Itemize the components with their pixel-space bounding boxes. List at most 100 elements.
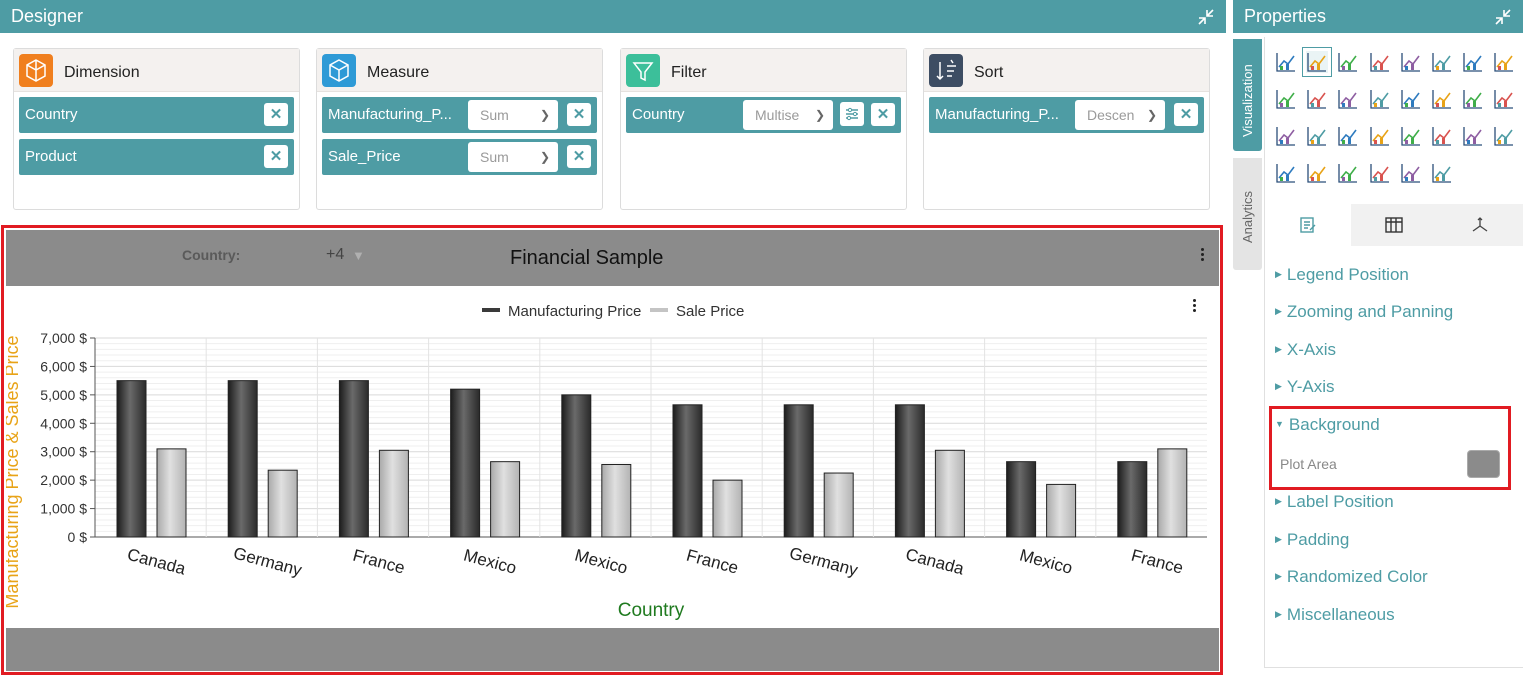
section-background[interactable]: ▼ Background [1275, 415, 1380, 435]
bar-chart: 0 $ 1,000 $ 2,000 $ 3,000 $ 4,000 $ 5,000 $ 6,… [6, 303, 1207, 621]
area-chart-icon[interactable] [1369, 51, 1391, 73]
bar-sale-price [490, 461, 521, 538]
field-label: Product [25, 148, 77, 165]
line-chart-icon[interactable] [1302, 47, 1333, 77]
settings-tab-icon[interactable] [1265, 204, 1351, 246]
filter-type-select[interactable]: Multise ❯ [743, 100, 833, 130]
section-y-axis[interactable]: ▶ Y-Axis [1275, 377, 1334, 397]
radar-chart-icon[interactable] [1369, 88, 1391, 110]
remove-field-button[interactable]: ✕ [567, 145, 591, 168]
dimension-cube-icon [19, 54, 53, 87]
remove-field-button[interactable]: ✕ [264, 103, 288, 126]
pivot-grid-icon[interactable] [1369, 125, 1391, 147]
gauge-icon[interactable] [1462, 88, 1484, 110]
section-label: Label Position [1286, 492, 1394, 511]
section-padding[interactable]: ▶ Padding [1275, 530, 1349, 550]
filter-settings-icon[interactable] [840, 102, 864, 126]
caret-right-icon: ▶ [1275, 496, 1282, 506]
bar-sale-price [1157, 448, 1188, 538]
heatmap-icon[interactable] [1400, 88, 1422, 110]
dimension-field-country[interactable]: Country ✕ [19, 97, 294, 133]
dot-line-icon[interactable] [1462, 51, 1484, 73]
filter-field-country[interactable]: Country Multise ❯ ✕ [626, 97, 901, 133]
bar-chart-icon[interactable] [1462, 125, 1484, 147]
filter-value[interactable]: +4 [326, 246, 345, 263]
dimension-title: Dimension [64, 64, 140, 81]
properties-panel: Properties Visualization Analytics ▶ Lege… [1233, 0, 1523, 676]
kpi-icon[interactable] [1275, 162, 1297, 184]
aggregation-select[interactable]: Sum ❯ [468, 142, 558, 172]
designer-title: Designer [11, 6, 84, 26]
bar-manufacturing-price [1117, 461, 1148, 538]
tab-analytics[interactable]: Analytics [1233, 158, 1262, 270]
thermometer-icon[interactable] [1493, 88, 1515, 110]
step-line-icon[interactable] [1431, 162, 1453, 184]
sort-card: Sort Manufacturing_P... Descen ❯ ✕ [923, 48, 1210, 210]
field-label: Country [25, 106, 78, 123]
chart-menu-icon[interactable] [1193, 299, 1197, 313]
bar-manufacturing-price [672, 404, 703, 538]
x-axis-title: Country [618, 600, 685, 621]
widget-menu-icon[interactable] [1201, 248, 1205, 262]
multi-line-icon[interactable] [1431, 51, 1453, 73]
remove-field-button[interactable]: ✕ [567, 103, 591, 126]
properties-body: ▶ Legend Position ▶ Zooming and Panning ▶ X-A… [1264, 37, 1523, 668]
section-miscellaneous[interactable]: ▶ Miscellaneous [1275, 605, 1395, 625]
section-label-position[interactable]: ▶ Label Position [1275, 492, 1394, 512]
sort-field-manufacturing-price[interactable]: Manufacturing_P... Descen ❯ ✕ [929, 97, 1204, 133]
card-icon[interactable] [1400, 125, 1422, 147]
filter-caret-icon[interactable]: ▼ [352, 248, 365, 263]
tab-visualization[interactable]: Visualization [1233, 39, 1262, 151]
remove-field-button[interactable]: ✕ [871, 103, 895, 126]
aggregation-value: Sum [480, 107, 509, 123]
stacked-bar-icon[interactable] [1337, 51, 1359, 73]
axis-tab-icon[interactable] [1437, 204, 1523, 246]
stacked-column-icon[interactable] [1400, 51, 1422, 73]
polar-icon[interactable] [1306, 125, 1328, 147]
sort-icon [929, 54, 963, 87]
remove-field-button[interactable]: ✕ [1174, 103, 1198, 126]
funnel-icon[interactable] [1493, 51, 1515, 73]
grid-icon[interactable] [1275, 51, 1297, 73]
aggregation-select[interactable]: Sum ❯ [468, 100, 558, 130]
scatter-icon[interactable] [1369, 162, 1391, 184]
bar-line-icon[interactable] [1275, 125, 1297, 147]
collapse-icon[interactable] [1495, 9, 1511, 25]
chevron-down-icon: ❯ [539, 108, 550, 122]
bar-manufacturing-price [1006, 461, 1037, 538]
map-icon[interactable] [1337, 162, 1359, 184]
plot-area-color-picker[interactable] [1467, 450, 1500, 478]
measure-field-sale-price[interactable]: Sale_Price Sum ❯ ✕ [322, 139, 597, 175]
measure-field-manufacturing-price[interactable]: Manufacturing_P... Sum ❯ ✕ [322, 97, 597, 133]
pie-chart-icon[interactable] [1275, 88, 1297, 110]
pyramid-icon[interactable] [1431, 125, 1453, 147]
section-label: Padding [1286, 530, 1350, 549]
measure-title: Measure [367, 64, 430, 81]
chevron-down-icon: ❯ [539, 150, 550, 164]
column-chart-icon[interactable] [1337, 88, 1359, 110]
collapse-icon[interactable] [1198, 9, 1214, 25]
section-legend-position[interactable]: ▶ Legend Position [1275, 265, 1409, 285]
section-zooming-and-panning[interactable]: ▶ Zooming and Panning [1275, 302, 1453, 322]
combo-chart-icon[interactable] [1493, 125, 1515, 147]
section-label: Miscellaneous [1286, 605, 1395, 624]
properties-title: Properties [1244, 6, 1327, 26]
treemap-icon[interactable] [1400, 162, 1422, 184]
bar-sale-price [156, 448, 187, 538]
dimension-field-product[interactable]: Product ✕ [19, 139, 294, 175]
spline-icon[interactable] [1431, 88, 1453, 110]
y-axis-title: Manufacturing Price & Sales Price [6, 335, 22, 608]
ring-icon[interactable] [1337, 125, 1359, 147]
candlestick-icon[interactable] [1306, 162, 1328, 184]
bar-sale-price [823, 472, 854, 538]
section-label: Y-Axis [1286, 377, 1335, 396]
bar-manufacturing-price [783, 404, 814, 538]
section-x-axis[interactable]: ▶ X-Axis [1275, 340, 1336, 360]
widget-highlight [1, 225, 1223, 675]
donut-chart-icon[interactable] [1306, 88, 1328, 110]
section-randomized-color[interactable]: ▶ Randomized Color [1275, 567, 1428, 587]
sort-order-select[interactable]: Descen ❯ [1075, 100, 1165, 130]
remove-field-button[interactable]: ✕ [264, 145, 288, 168]
columns-tab-icon[interactable] [1351, 204, 1437, 246]
field-label: Manufacturing_P... [935, 106, 1059, 123]
